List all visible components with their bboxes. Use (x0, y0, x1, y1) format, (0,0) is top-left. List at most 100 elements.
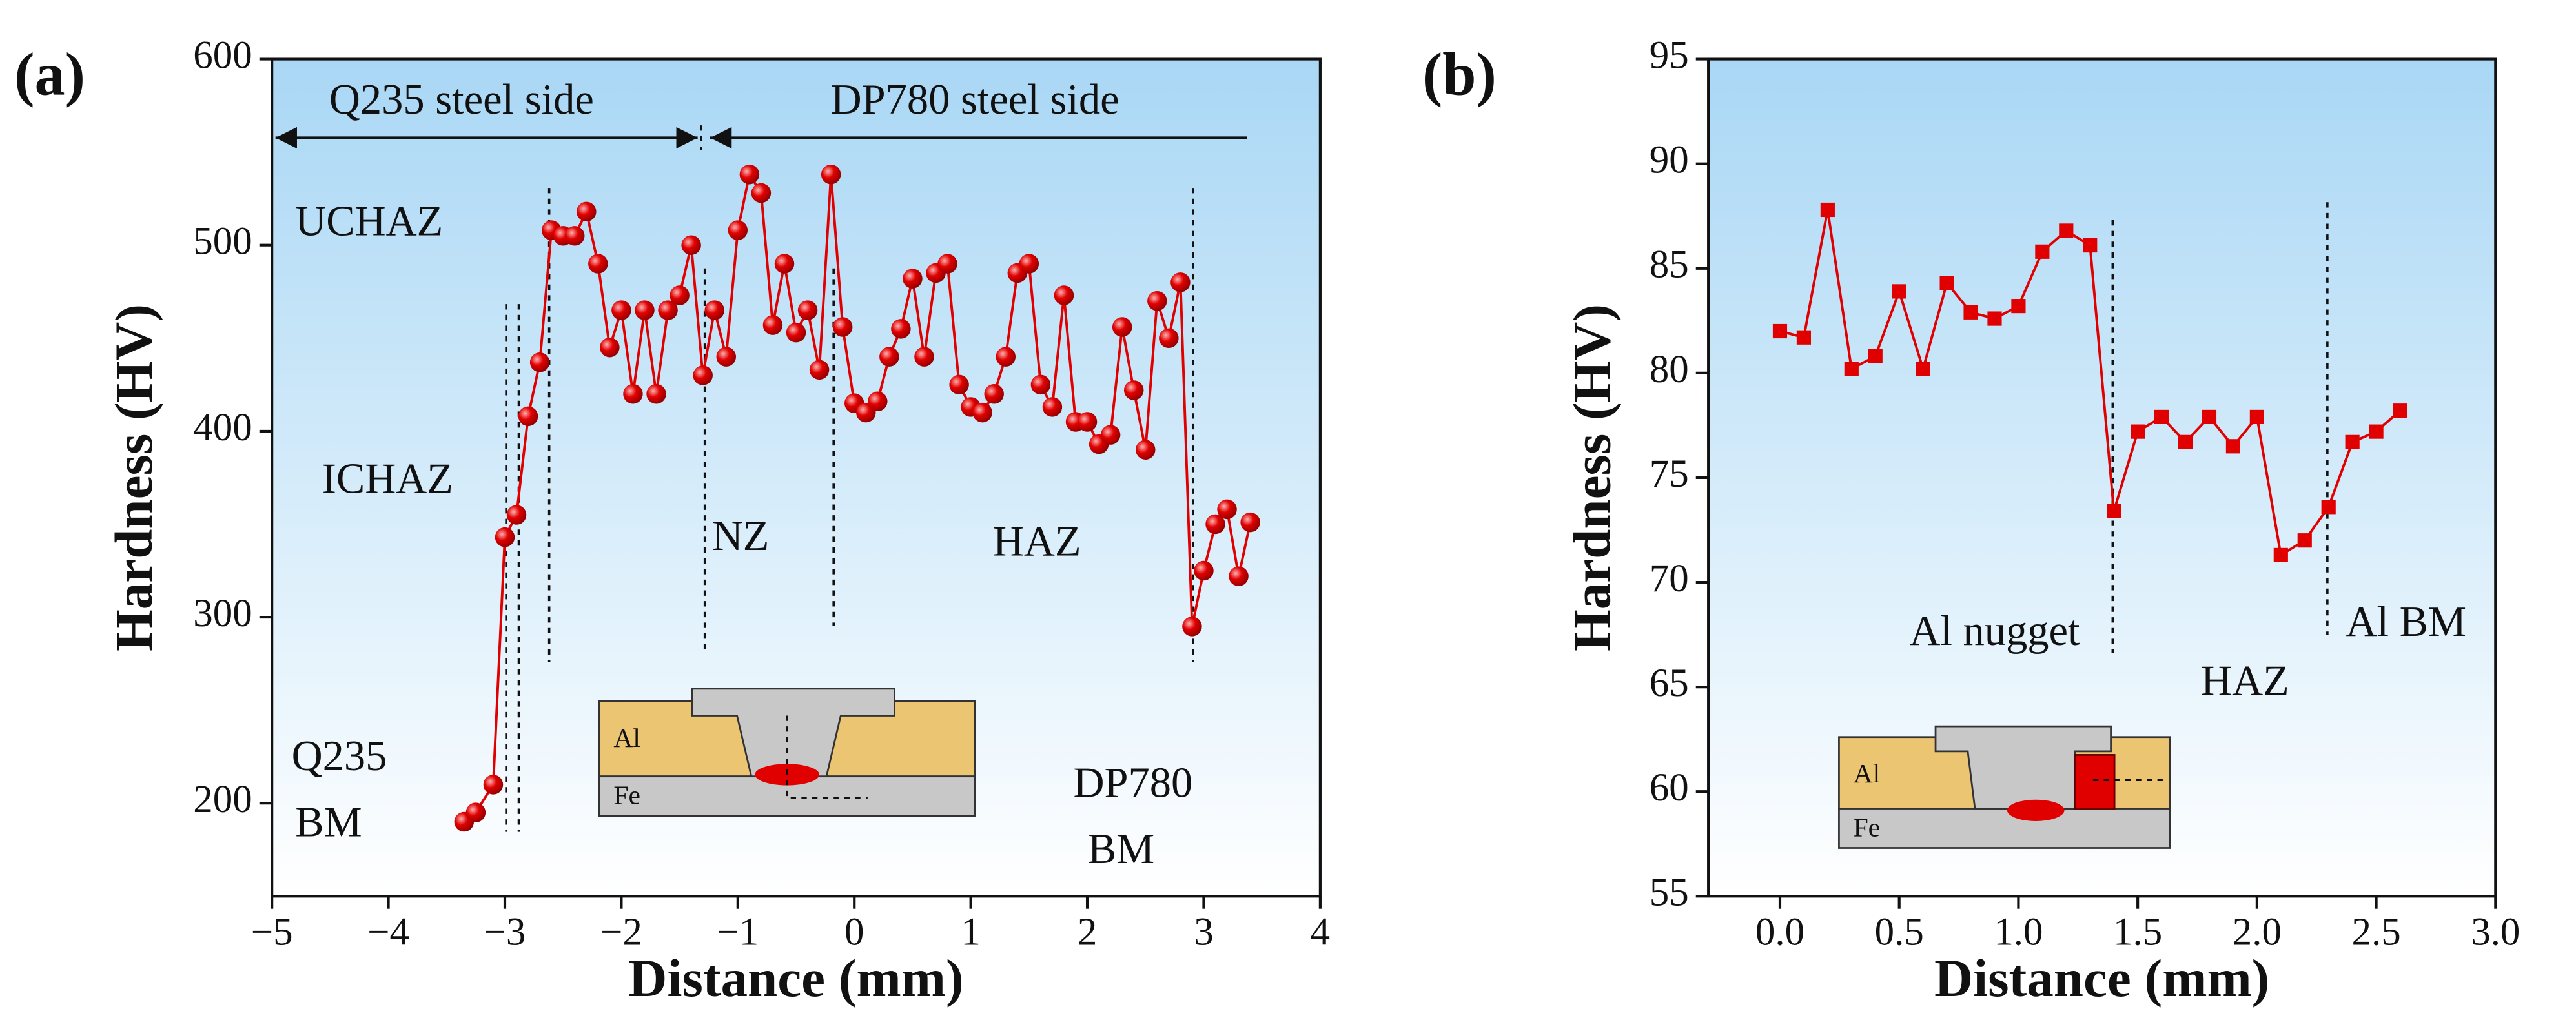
data-point (2154, 409, 2169, 425)
x-tick-label: 0 (844, 910, 864, 953)
data-point (2369, 424, 2384, 439)
data-point (1963, 305, 1978, 320)
data-point (1042, 397, 1063, 417)
data-point (1136, 440, 1156, 460)
data-point (762, 315, 783, 335)
inset-label: Al (1854, 759, 1881, 788)
data-point (483, 775, 504, 795)
data-point (2345, 434, 2360, 449)
data-point (903, 269, 923, 289)
data-point (891, 319, 911, 339)
data-point (1772, 323, 1788, 339)
data-point (1077, 412, 1098, 432)
data-point (2131, 424, 2145, 439)
panel-label: (a) (14, 41, 85, 108)
data-point (704, 300, 724, 320)
data-point (1844, 362, 1859, 376)
data-point (1868, 349, 1883, 363)
data-point (600, 337, 620, 358)
annotation: Al BM (2346, 598, 2466, 646)
data-point (1229, 566, 1249, 586)
inset-label: Al (613, 723, 640, 753)
data-point (937, 254, 957, 274)
data-point (1820, 202, 1835, 218)
annotation: Q235 steel side (329, 76, 594, 123)
data-point (518, 406, 538, 427)
data-point (670, 285, 690, 305)
annotation: BM (295, 799, 362, 846)
x-tick-label: 1.5 (2113, 910, 2162, 953)
annotation: ICHAZ (322, 456, 453, 503)
data-point (1170, 272, 1191, 292)
x-tick-label: 3.0 (2471, 910, 2520, 953)
data-point (821, 164, 841, 185)
inset-label: Fe (613, 780, 640, 810)
data-point (2059, 223, 2074, 238)
y-tick-label: 70 (1650, 557, 1689, 600)
x-tick-label: −2 (600, 910, 642, 953)
nugget (2007, 799, 2065, 821)
annotation: Al nugget (1909, 607, 2080, 655)
x-axis-title: Distance (mm) (628, 948, 963, 1008)
data-point (495, 527, 515, 547)
data-point (1916, 362, 1930, 376)
x-tick-label: 2.0 (2233, 910, 2282, 953)
data-point (832, 317, 853, 337)
inset: Al Fe (1838, 725, 2171, 849)
fe-sheet (1838, 808, 2171, 849)
data-point (693, 365, 713, 385)
data-point (786, 322, 806, 343)
data-point (2035, 244, 2050, 259)
annotation: HAZ (2201, 658, 2289, 705)
data-point (2321, 500, 2336, 515)
annotation: NZ (712, 513, 770, 560)
data-point (2178, 434, 2193, 449)
data-point (774, 254, 795, 274)
data-point (1100, 425, 1121, 445)
y-tick-label: 60 (1650, 766, 1689, 810)
data-point (739, 164, 760, 185)
data-point (658, 300, 678, 320)
data-point (716, 347, 737, 367)
data-point (1939, 276, 1954, 290)
data-point (681, 235, 701, 255)
x-tick-label: 4 (1311, 910, 1330, 953)
data-point (949, 374, 969, 395)
data-point (506, 505, 527, 525)
data-point (564, 226, 585, 246)
y-tick-label: 200 (193, 778, 252, 821)
x-tick-label: 0.5 (1875, 910, 1924, 953)
y-tick-label: 75 (1650, 453, 1689, 496)
data-point (465, 802, 486, 822)
data-point (623, 384, 643, 404)
data-point (1182, 617, 1202, 637)
data-point (588, 254, 608, 274)
x-tick-label: 1 (961, 910, 980, 953)
annotation: DP780 steel side (831, 76, 1119, 123)
y-tick-label: 600 (193, 34, 252, 77)
data-point (728, 220, 748, 240)
data-point (611, 300, 631, 320)
x-tick-label: −3 (484, 910, 526, 953)
data-point (797, 300, 818, 320)
x-tick-label: 0.0 (1755, 910, 1804, 953)
data-point (2225, 439, 2241, 454)
annotation: HAZ (993, 518, 1081, 565)
data-point (2107, 504, 2121, 518)
y-tick-label: 65 (1650, 662, 1689, 705)
y-axis-title: Hardness (HV) (104, 304, 163, 651)
x-tick-label: −5 (251, 910, 293, 953)
data-point (2083, 238, 2098, 253)
data-point (1159, 328, 1179, 349)
tool (691, 688, 895, 778)
annotation: BM (1088, 826, 1154, 873)
data-point (529, 352, 550, 372)
data-point (2249, 409, 2264, 425)
panel-b: Al nugget HAZ Al BM Al Fe (b) Distance (m… (1422, 34, 2520, 1008)
data-point (1205, 514, 1225, 535)
haz-zone (2074, 754, 2116, 810)
x-tick-label: −1 (717, 910, 759, 953)
panel-label: (b) (1422, 41, 1497, 108)
y-tick-label: 300 (193, 592, 252, 635)
